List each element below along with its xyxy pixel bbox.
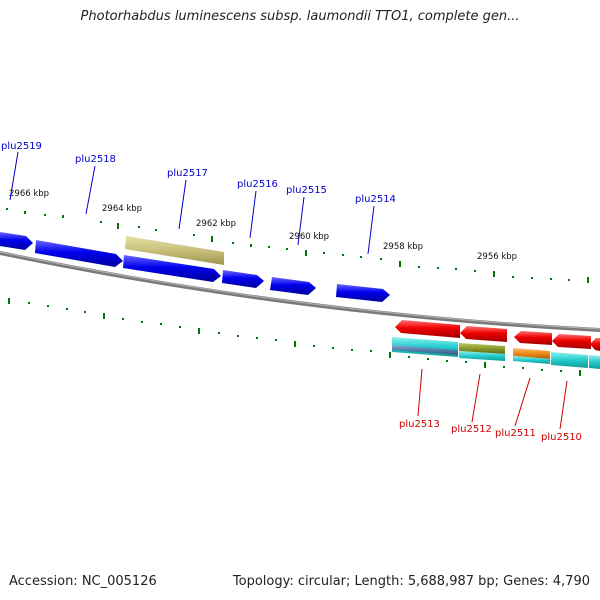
gene-plu2515[interactable] [270,277,316,295]
gene-label-plu2516[interactable]: plu2516 [237,179,278,190]
gene-plu2519[interactable] [0,232,33,250]
reverse-tick-row [8,298,581,376]
feature-band-olive[interactable] [459,343,505,354]
map-title: Photorhabdus luminescens subsp. laumondi… [80,9,520,24]
gene-plu2509[interactable] [590,338,600,351]
tick-label-2956: 2956 kbp [477,252,517,262]
gene-label-plu2518[interactable]: plu2518 [75,154,116,165]
gene-label-plu2517[interactable]: plu2517 [167,168,208,179]
genome-backbone-highlight [0,251,600,330]
genome-summary: Topology: circular; Length: 5,688,987 bp… [232,574,590,589]
gene-label-plu2513[interactable]: plu2513 [399,419,440,430]
feature-band-steel-1[interactable] [392,345,458,355]
feature-band-cyan-3[interactable] [513,356,550,364]
gene-plu2514[interactable] [336,284,390,302]
gene-plu2512[interactable] [460,326,507,342]
reverse-leader-lines [417,368,568,430]
tick-label-2958: 2958 kbp [383,242,423,252]
tick-minor [24,211,26,214]
gene-plu2513[interactable] [395,320,460,338]
gene-plu2517[interactable] [125,236,224,265]
feature-band-orange[interactable] [513,348,550,359]
feature-band-cyan-4[interactable] [551,352,588,368]
feature-band-cyan-5[interactable] [589,355,600,369]
tick-label-2964: 2964 kbp [102,204,142,214]
gene-plu2510[interactable] [552,334,591,349]
forward-leader-lines [9,151,375,255]
genome-backbone [0,251,600,332]
gene-plu2517b[interactable] [123,255,221,282]
forward-tick-row [6,208,589,283]
gene-label-plu2514[interactable]: plu2514 [355,194,396,205]
gene-plu2511[interactable] [514,331,552,345]
gene-label-plu2511[interactable]: plu2511 [495,428,536,439]
tick-label-2966: 2966 kbp [9,189,49,199]
gene-label-plu2512[interactable]: plu2512 [451,424,492,435]
accession-label: Accession: NC_005126 [9,574,157,589]
tick-label-2962: 2962 kbp [196,219,236,229]
gene-plu2516[interactable] [222,270,264,288]
gene-label-plu2510[interactable]: plu2510 [541,432,582,443]
gene-label-plu2519[interactable]: plu2519 [1,141,42,152]
tick-label-2960: 2960 kbp [289,232,329,242]
feature-band-cyan-2[interactable] [459,351,505,361]
gene-plu2518[interactable] [35,240,123,267]
gene-label-plu2515[interactable]: plu2515 [286,185,327,196]
